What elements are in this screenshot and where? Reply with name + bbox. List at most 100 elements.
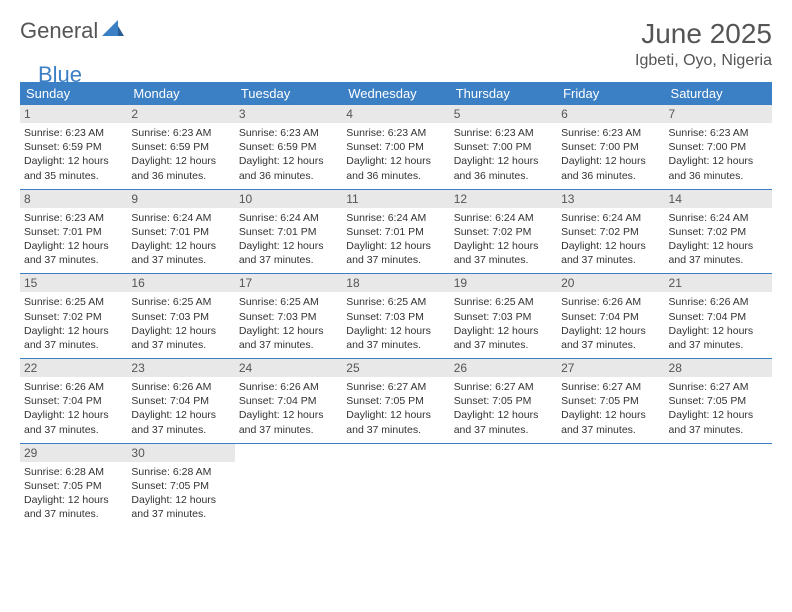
day-number: 27	[557, 359, 664, 377]
day-info: Sunrise: 6:24 AMSunset: 7:02 PMDaylight:…	[669, 211, 768, 268]
day-info: Sunrise: 6:25 AMSunset: 7:03 PMDaylight:…	[131, 295, 230, 352]
day-cell: 28Sunrise: 6:27 AMSunset: 7:05 PMDayligh…	[665, 359, 772, 443]
day-info: Sunrise: 6:26 AMSunset: 7:04 PMDaylight:…	[24, 380, 123, 437]
day-cell	[665, 444, 772, 528]
logo-sail-icon	[102, 20, 124, 43]
day-cell: 1Sunrise: 6:23 AMSunset: 6:59 PMDaylight…	[20, 105, 127, 189]
day-info: Sunrise: 6:28 AMSunset: 7:05 PMDaylight:…	[131, 465, 230, 522]
week-row: 1Sunrise: 6:23 AMSunset: 6:59 PMDaylight…	[20, 105, 772, 190]
day-number: 9	[127, 190, 234, 208]
day-number: 24	[235, 359, 342, 377]
day-cell: 22 Sunrise: 6:26 AMSunset: 7:04 PMDayligh…	[20, 359, 127, 443]
day-info: Sunrise: 6:25 AMSunset: 7:02 PMDaylight:…	[24, 295, 123, 352]
day-cell: 5 Sunrise: 6:23 AMSunset: 7:00 PMDaylight…	[450, 105, 557, 189]
day-cell: 29 Sunrise: 6:28 AMSunset: 7:05 PMDayligh…	[20, 444, 127, 528]
day-number: 13	[557, 190, 664, 208]
day-info: Sunrise: 6:23 AMSunset: 7:00 PMDaylight:…	[454, 126, 553, 183]
day-number: 28	[665, 359, 772, 377]
day-number: 6	[557, 105, 664, 123]
day-info: Sunrise: 6:25 AMSunset: 7:03 PMDaylight:…	[346, 295, 445, 352]
day-number: 3	[235, 105, 342, 123]
month-title: June 2025	[635, 18, 772, 50]
day-info: Sunrise: 6:24 AMSunset: 7:01 PMDaylight:…	[239, 211, 338, 268]
day-info: Sunrise: 6:23 AMSunset: 6:59 PMDaylight:…	[239, 126, 338, 183]
day-info: Sunrise: 6:23 AMSunset: 6:59 PMDaylight:…	[24, 126, 123, 183]
day-cell: 4Sunrise: 6:23 AMSunset: 7:00 PMDaylight…	[342, 105, 449, 189]
day-cell: 18 Sunrise: 6:25 AMSunset: 7:03 PMDayligh…	[342, 274, 449, 358]
day-cell: 12 Sunrise: 6:24 AMSunset: 7:02 PMDayligh…	[450, 190, 557, 274]
calendar: Sunday Monday Tuesday Wednesday Thursday…	[20, 82, 772, 527]
day-info: Sunrise: 6:26 AMSunset: 7:04 PMDaylight:…	[561, 295, 660, 352]
day-cell	[557, 444, 664, 528]
day-number: 29	[20, 444, 127, 462]
day-cell: 21 Sunrise: 6:26 AMSunset: 7:04 PMDayligh…	[665, 274, 772, 358]
day-number: 16	[127, 274, 234, 292]
day-number: 4	[342, 105, 449, 123]
title-block: June 2025 Igbeti, Oyo, Nigeria	[635, 18, 772, 70]
week-row: 29Sunrise: 6:28 AMSunset: 7:05 PMDayligh…	[20, 444, 772, 528]
day-number: 21	[665, 274, 772, 292]
day-cell: 19 Sunrise: 6:25 AMSunset: 7:03 PMDayligh…	[450, 274, 557, 358]
day-number: 22	[20, 359, 127, 377]
day-number: 8	[20, 190, 127, 208]
day-cell: 25Sunrise: 6:27 AMSunset: 7:05 PMDayligh…	[342, 359, 449, 443]
day-info: Sunrise: 6:24 AMSunset: 7:02 PMDaylight:…	[454, 211, 553, 268]
day-info: Sunrise: 6:28 AMSunset: 7:05 PMDaylight:…	[24, 465, 123, 522]
day-info: Sunrise: 6:26 AMSunset: 7:04 PMDaylight:…	[239, 380, 338, 437]
day-cell	[450, 444, 557, 528]
header: General June 2025 Igbeti, Oyo, Nigeria	[20, 18, 772, 70]
day-cell: 14 Sunrise: 6:24 AMSunset: 7:02 PMDayligh…	[665, 190, 772, 274]
week-row: 8 Sunrise: 6:23 AMSunset: 7:01 PMDaylight…	[20, 190, 772, 275]
day-cell: 27 Sunrise: 6:27 AMSunset: 7:05 PMDayligh…	[557, 359, 664, 443]
logo: General	[20, 18, 126, 44]
day-header-wednesday: Wednesday	[342, 82, 449, 105]
day-cell: 16 Sunrise: 6:25 AMSunset: 7:03 PMDayligh…	[127, 274, 234, 358]
day-number: 19	[450, 274, 557, 292]
day-cell: 3 Sunrise: 6:23 AMSunset: 6:59 PMDaylight…	[235, 105, 342, 189]
day-number: 12	[450, 190, 557, 208]
day-header-row: Sunday Monday Tuesday Wednesday Thursday…	[20, 82, 772, 105]
week-row: 15Sunrise: 6:25 AMSunset: 7:02 PMDayligh…	[20, 274, 772, 359]
day-number: 10	[235, 190, 342, 208]
day-cell: 26Sunrise: 6:27 AMSunset: 7:05 PMDayligh…	[450, 359, 557, 443]
day-number: 5	[450, 105, 557, 123]
day-cell: 30Sunrise: 6:28 AMSunset: 7:05 PMDayligh…	[127, 444, 234, 528]
day-info: Sunrise: 6:27 AMSunset: 7:05 PMDaylight:…	[454, 380, 553, 437]
logo-text-1: General	[20, 18, 98, 44]
day-cell: 23Sunrise: 6:26 AMSunset: 7:04 PMDayligh…	[127, 359, 234, 443]
day-cell: 13 Sunrise: 6:24 AMSunset: 7:02 PMDayligh…	[557, 190, 664, 274]
day-number: 11	[342, 190, 449, 208]
day-cell: 10 Sunrise: 6:24 AMSunset: 7:01 PMDayligh…	[235, 190, 342, 274]
day-cell: 9Sunrise: 6:24 AMSunset: 7:01 PMDaylight…	[127, 190, 234, 274]
day-cell: 24 Sunrise: 6:26 AMSunset: 7:04 PMDayligh…	[235, 359, 342, 443]
day-cell: 8 Sunrise: 6:23 AMSunset: 7:01 PMDaylight…	[20, 190, 127, 274]
day-header-monday: Monday	[127, 82, 234, 105]
day-number: 14	[665, 190, 772, 208]
day-cell: 2 Sunrise: 6:23 AMSunset: 6:59 PMDaylight…	[127, 105, 234, 189]
day-info: Sunrise: 6:23 AMSunset: 7:00 PMDaylight:…	[561, 126, 660, 183]
day-header-saturday: Saturday	[665, 82, 772, 105]
day-info: Sunrise: 6:23 AMSunset: 6:59 PMDaylight:…	[131, 126, 230, 183]
day-number: 25	[342, 359, 449, 377]
day-number: 18	[342, 274, 449, 292]
day-info: Sunrise: 6:25 AMSunset: 7:03 PMDaylight:…	[454, 295, 553, 352]
day-cell: 15Sunrise: 6:25 AMSunset: 7:02 PMDayligh…	[20, 274, 127, 358]
day-number: 2	[127, 105, 234, 123]
day-info: Sunrise: 6:26 AMSunset: 7:04 PMDaylight:…	[131, 380, 230, 437]
location: Igbeti, Oyo, Nigeria	[635, 52, 772, 70]
day-header-tuesday: Tuesday	[235, 82, 342, 105]
day-header-thursday: Thursday	[450, 82, 557, 105]
day-info: Sunrise: 6:24 AMSunset: 7:02 PMDaylight:…	[561, 211, 660, 268]
day-cell	[342, 444, 449, 528]
day-info: Sunrise: 6:23 AMSunset: 7:00 PMDaylight:…	[669, 126, 768, 183]
day-info: Sunrise: 6:23 AMSunset: 7:01 PMDaylight:…	[24, 211, 123, 268]
day-cell	[235, 444, 342, 528]
day-info: Sunrise: 6:26 AMSunset: 7:04 PMDaylight:…	[669, 295, 768, 352]
day-info: Sunrise: 6:27 AMSunset: 7:05 PMDaylight:…	[561, 380, 660, 437]
day-number: 20	[557, 274, 664, 292]
day-cell: 17Sunrise: 6:25 AMSunset: 7:03 PMDayligh…	[235, 274, 342, 358]
day-info: Sunrise: 6:24 AMSunset: 7:01 PMDaylight:…	[346, 211, 445, 268]
day-cell: 20 Sunrise: 6:26 AMSunset: 7:04 PMDayligh…	[557, 274, 664, 358]
day-cell: 11 Sunrise: 6:24 AMSunset: 7:01 PMDayligh…	[342, 190, 449, 274]
weeks-container: 1Sunrise: 6:23 AMSunset: 6:59 PMDaylight…	[20, 105, 772, 527]
